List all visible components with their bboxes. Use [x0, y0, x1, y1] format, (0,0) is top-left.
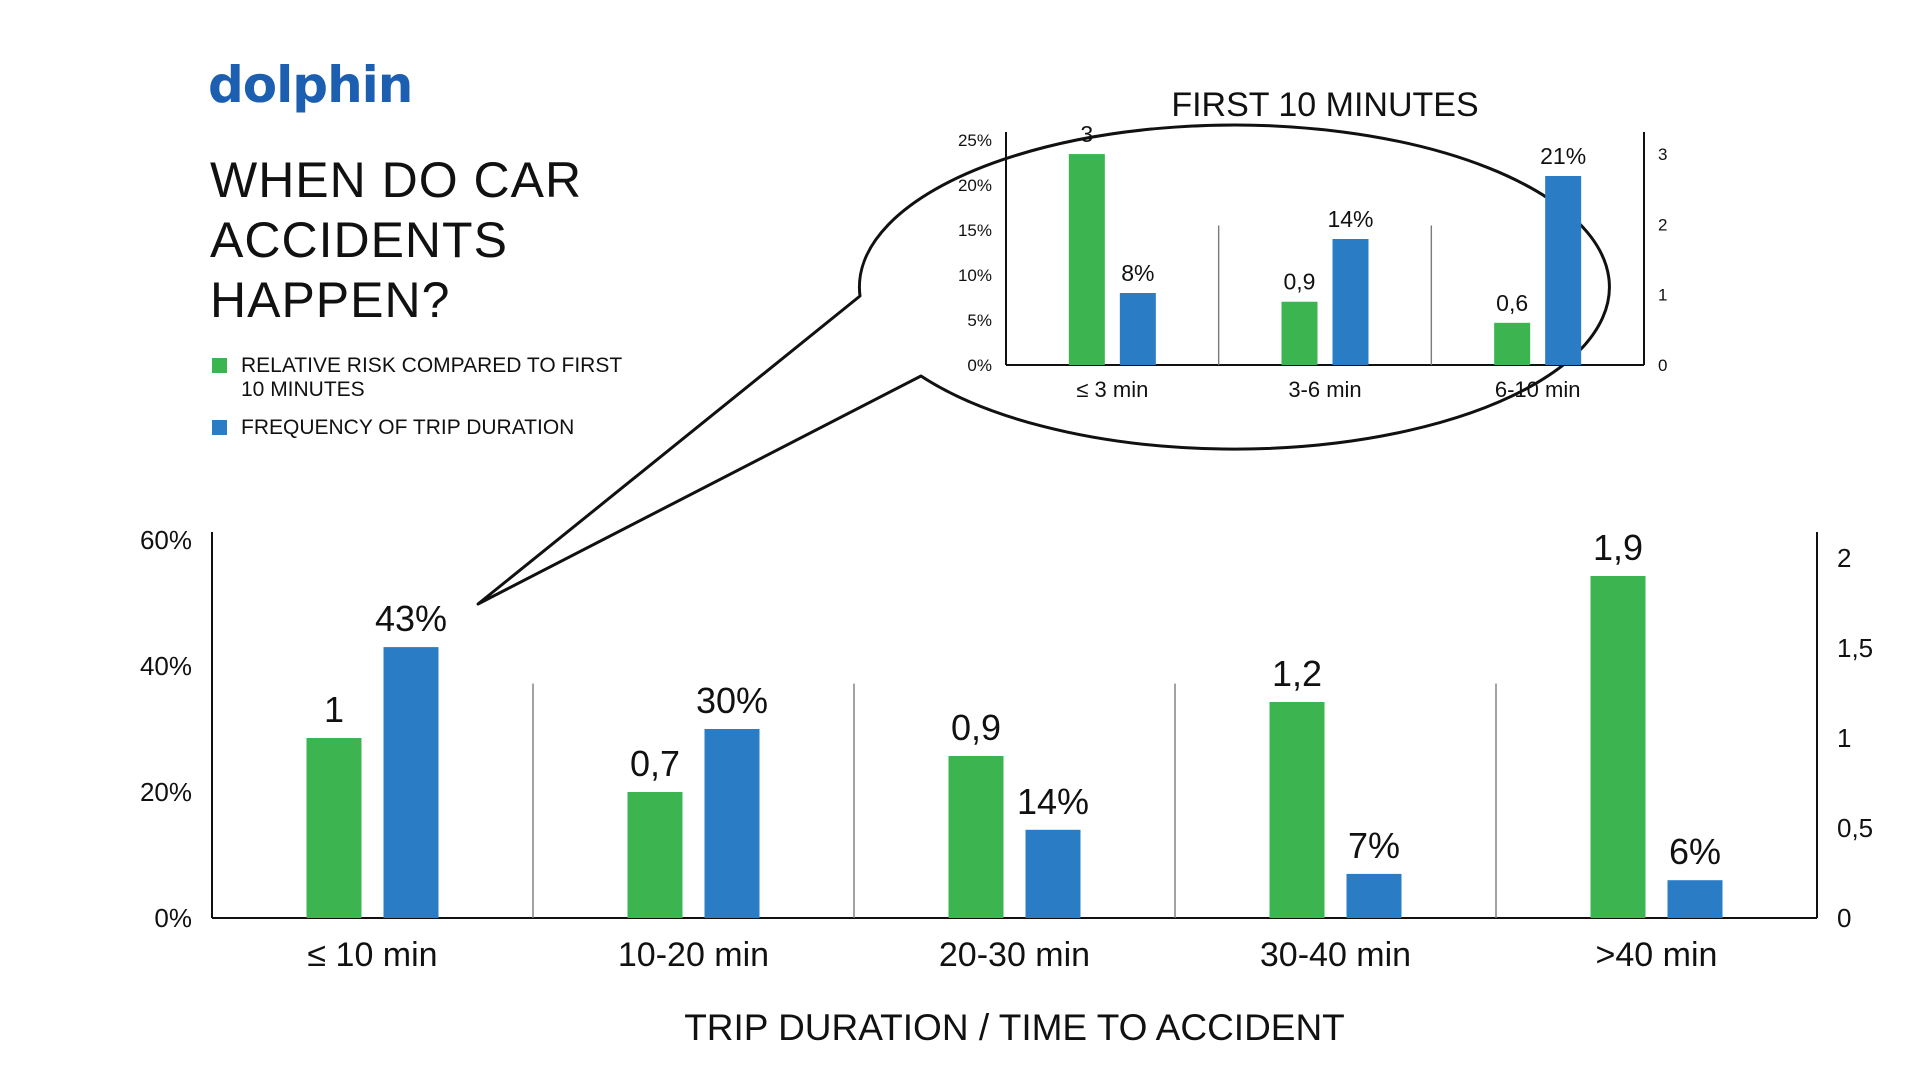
bar-risk — [306, 738, 362, 918]
bar-risk — [1281, 301, 1318, 365]
bar-frequency — [1346, 873, 1402, 918]
bar-risk — [1269, 702, 1325, 918]
left-tick-label: 20% — [958, 176, 992, 195]
data-label-frequency: 8% — [1121, 260, 1154, 286]
left-tick-label: 0% — [154, 903, 192, 933]
left-tick-label: 20% — [140, 777, 192, 807]
data-label-risk: 0,9 — [1284, 269, 1316, 295]
data-label-frequency: 43% — [375, 598, 447, 639]
data-label-frequency: 14% — [1017, 781, 1089, 822]
category-label: 3-6 min — [1288, 377, 1361, 402]
bar-frequency — [1332, 239, 1369, 365]
data-label-frequency: 6% — [1669, 831, 1721, 872]
left-tick-label: 5% — [967, 311, 992, 330]
category-label: 30-40 min — [1260, 936, 1411, 974]
category-label: 10-20 min — [618, 936, 769, 974]
page-title: WHEN DO CAR ACCIDENTS HAPPEN? — [210, 152, 583, 328]
bar-risk — [627, 792, 683, 918]
right-tick-label: 0 — [1837, 903, 1851, 933]
right-tick-label: 2 — [1658, 215, 1667, 234]
bar-frequency — [1667, 880, 1723, 918]
category-label: ≤ 10 min — [307, 936, 437, 974]
left-tick-label: 40% — [140, 651, 192, 681]
chart-title: FIRST 10 MINUTES — [1171, 86, 1478, 124]
left-tick-label: 0% — [967, 356, 992, 375]
bar-frequency — [1545, 176, 1582, 365]
right-tick-label: 1 — [1837, 723, 1851, 753]
legend-swatch-frequency — [212, 420, 227, 435]
left-tick-label: 10% — [958, 266, 992, 285]
x-axis-title: TRIP DURATION / TIME TO ACCIDENT — [684, 1007, 1345, 1048]
data-label-risk: 1 — [324, 689, 344, 730]
bar-frequency — [1025, 829, 1081, 918]
category-label: ≤ 3 min — [1076, 377, 1148, 402]
bar-frequency — [1119, 293, 1156, 365]
category-label: 6-10 min — [1495, 377, 1581, 402]
category-label: 20-30 min — [939, 936, 1090, 974]
bar-risk — [1494, 322, 1531, 365]
right-tick-label: 0 — [1658, 356, 1667, 375]
legend-label-frequency: FREQUENCY OF TRIP DURATION — [241, 416, 575, 439]
left-tick-label: 15% — [958, 221, 992, 240]
legend-item-frequency: FREQUENCY OF TRIP DURATION — [212, 416, 632, 440]
data-label-risk: 0,6 — [1496, 290, 1528, 316]
bar-risk — [1590, 576, 1646, 918]
data-label-risk: 1,2 — [1272, 653, 1322, 694]
data-label-frequency: 7% — [1348, 825, 1400, 866]
right-tick-label: 0,5 — [1837, 813, 1873, 843]
legend-swatch-risk — [212, 358, 227, 373]
category-label: >40 min — [1596, 936, 1718, 974]
bar-risk — [1068, 154, 1105, 365]
data-label-risk: 0,7 — [630, 743, 680, 784]
bar-frequency — [704, 729, 760, 918]
chart-legend: RELATIVE RISK COMPARED TO FIRST 10 MINUT… — [212, 354, 632, 454]
bar-frequency — [383, 647, 439, 918]
left-tick-label: 25% — [958, 131, 992, 150]
left-tick-label: 60% — [140, 525, 192, 555]
right-tick-label: 3 — [1658, 145, 1667, 164]
legend-label-risk: RELATIVE RISK COMPARED TO FIRST 10 MINUT… — [241, 354, 622, 401]
bar-risk — [948, 756, 1004, 918]
data-label-risk: 3 — [1080, 121, 1093, 147]
data-label-frequency: 14% — [1327, 206, 1373, 232]
dolphin-logo: dolphin — [208, 56, 413, 114]
legend-item-risk: RELATIVE RISK COMPARED TO FIRST 10 MINUT… — [212, 354, 632, 402]
right-tick-label: 2 — [1837, 543, 1851, 573]
inset-chart: 0% 5% 10% 15% 20% 25% 0 1 2 3 3 8% ≤ 3 min 0,9 14% 3-6 … — [958, 86, 1668, 402]
right-tick-label: 1,5 — [1837, 633, 1873, 663]
right-tick-label: 1 — [1658, 286, 1667, 305]
main-chart: 0% 20% 40% 60% 0 0,5 1 1,5 2 1 43% ≤ 10 min 0,7 30% 10… — [140, 525, 1873, 1048]
data-label-risk: 0,9 — [951, 707, 1001, 748]
data-label-frequency: 30% — [696, 680, 768, 721]
data-label-frequency: 21% — [1540, 143, 1586, 169]
data-label-risk: 1,9 — [1593, 527, 1643, 568]
